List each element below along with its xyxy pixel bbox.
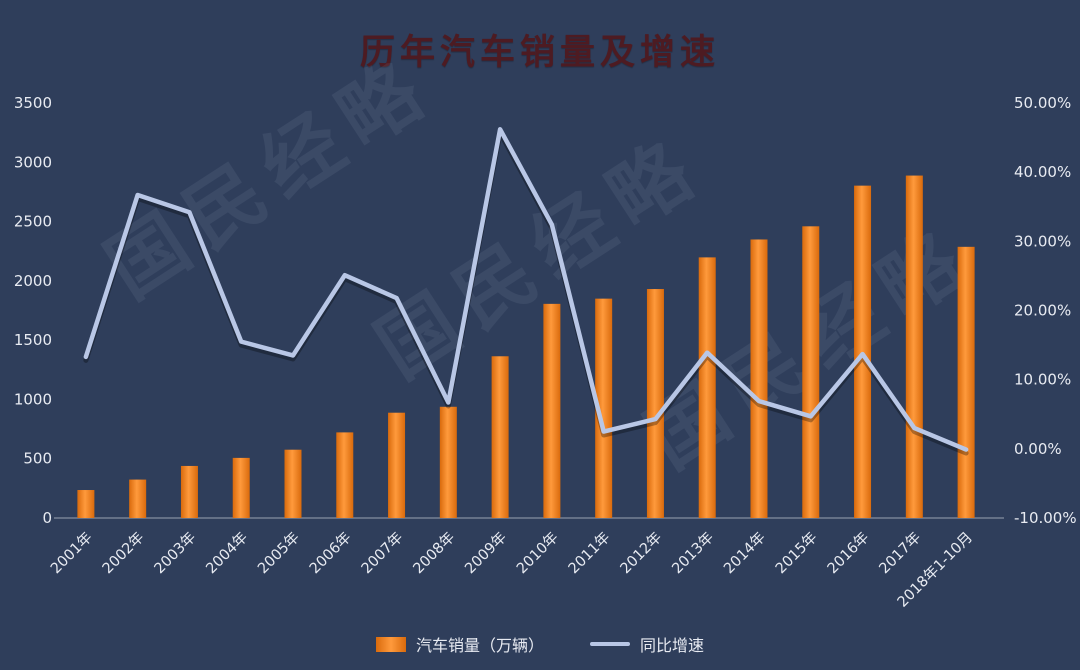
x-axis-label: 2003年 <box>151 529 199 577</box>
right-axis-tick: 50.00% <box>1014 94 1071 112</box>
watermark-text: 国民经略 <box>361 119 719 396</box>
right-axis-tick: 20.00% <box>1014 302 1071 320</box>
x-axis-label: 2004年 <box>203 529 251 577</box>
left-axis-tick: 2500 <box>14 213 52 231</box>
sales-bar <box>388 412 406 518</box>
left-axis-tick: 0 <box>42 509 52 527</box>
legend-item-growth: 同比增速 <box>590 632 704 656</box>
sales-bar <box>595 298 613 518</box>
x-axis-label: 2005年 <box>254 529 302 577</box>
sales-bar <box>646 289 664 518</box>
sales-bar <box>802 226 820 519</box>
sales-bar <box>129 479 147 518</box>
growth-legend-label: 同比增速 <box>640 636 705 655</box>
right-axis-tick: 0.00% <box>1014 440 1062 458</box>
x-axis-label: 2012年 <box>617 529 665 577</box>
x-axis-label: 2015年 <box>772 529 820 577</box>
x-axis-label: 2007年 <box>358 529 406 577</box>
left-axis-tick: 1500 <box>14 331 52 349</box>
sales-bar <box>750 239 768 518</box>
x-axis-label: 2011年 <box>565 529 613 577</box>
left-axis-tick: 1000 <box>14 390 52 408</box>
sales-bar <box>491 356 509 518</box>
sales-bar <box>180 465 198 518</box>
x-axis-label: 2009年 <box>462 529 510 577</box>
left-axis-tick: 3000 <box>14 153 52 171</box>
watermark-text: 国民经略 <box>91 39 449 316</box>
sales-bar <box>698 257 716 518</box>
left-axis-tick: 2000 <box>14 272 52 290</box>
sales-legend-label: 汽车销量（万辆） <box>415 636 544 655</box>
left-axis-tick: 3500 <box>14 94 52 112</box>
x-axis-label: 2017年 <box>876 529 924 577</box>
x-axis-label: 2016年 <box>824 529 872 577</box>
legend-item-sales: 汽车销量（万辆） <box>375 632 544 656</box>
sales-bar <box>336 432 354 518</box>
sales-bar <box>284 449 302 518</box>
right-axis-tick: 30.00% <box>1014 232 1071 250</box>
legend: 汽车销量（万辆） 同比增速 <box>0 632 1080 656</box>
x-axis-label: 2010年 <box>513 529 561 577</box>
x-axis-label: 2008年 <box>410 529 458 577</box>
sales-bar-swatch-icon <box>375 636 406 652</box>
sales-bar <box>77 490 95 518</box>
sales-bar <box>232 457 250 518</box>
right-axis-tick: 10.00% <box>1014 371 1071 389</box>
x-axis-label: 2002年 <box>99 529 147 577</box>
chart-title: 历年汽车销量及增速 <box>359 32 720 73</box>
growth-line-swatch-icon <box>590 641 630 647</box>
x-axis-label: 2014年 <box>720 529 768 577</box>
sales-bar <box>957 246 975 518</box>
x-axis-label: 2006年 <box>306 529 354 577</box>
sales-bar <box>854 185 872 518</box>
right-axis-tick: -10.00% <box>1014 509 1077 527</box>
left-axis-tick: 500 <box>23 450 52 468</box>
growth-line <box>83 127 969 452</box>
x-axis-label: 2001年 <box>47 529 95 577</box>
right-axis-tick: 40.00% <box>1014 163 1071 181</box>
sales-bar <box>543 303 561 518</box>
sales-bar <box>905 175 923 518</box>
sales-bar <box>439 406 457 518</box>
x-axis-label: 2013年 <box>669 529 717 577</box>
